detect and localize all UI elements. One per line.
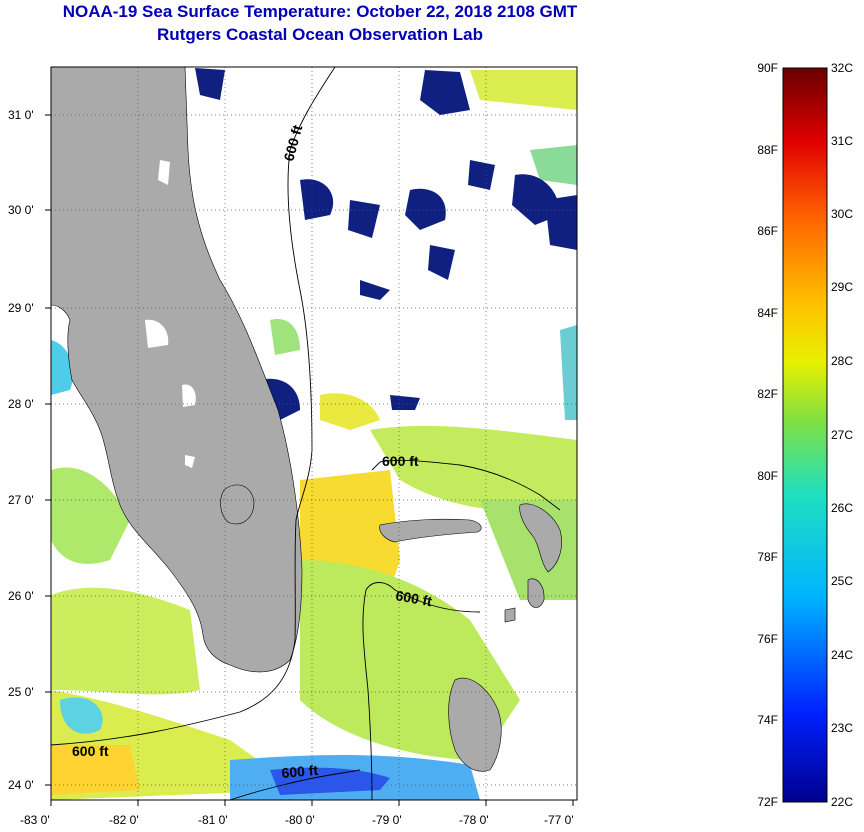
map-subtitle: Rutgers Coastal Ocean Observation Lab — [157, 25, 483, 44]
contour-label-keys: 600 ft — [72, 743, 109, 759]
lon-label: -79 0' — [372, 813, 402, 827]
c-label: 31C — [831, 134, 853, 148]
lat-label: 26 0' — [8, 589, 34, 603]
eleuthera-island — [527, 578, 545, 608]
lat-label: 31 0' — [8, 108, 34, 122]
lon-label: -82 0' — [109, 813, 139, 827]
c-label: 23C — [831, 721, 853, 735]
c-label: 28C — [831, 354, 853, 368]
lon-label: -80 0' — [285, 813, 315, 827]
berry-islands — [504, 607, 516, 623]
colorbar-gradient — [782, 67, 828, 803]
andros-island — [448, 677, 502, 772]
longitude-labels: -83 0' -82 0' -81 0' -80 0' -79 0' -78 0… — [20, 813, 574, 827]
lon-label: -83 0' — [20, 813, 50, 827]
lat-label: 25 0' — [8, 685, 34, 699]
f-label: 80F — [757, 469, 778, 483]
c-label: 22C — [831, 795, 853, 809]
c-label: 25C — [831, 574, 853, 588]
lat-label: 28 0' — [8, 397, 34, 411]
map-plot-area: 600 ft 600 ft 600 ft 600 ft 600 ft — [51, 67, 577, 800]
inland-cloud-spots — [145, 160, 196, 468]
lon-label: -77 0' — [544, 813, 574, 827]
c-label: 30C — [831, 207, 853, 221]
colorbar-fahrenheit-labels: 90F 88F 86F 84F 82F 80F 78F 76F 74F 72F — [757, 61, 778, 809]
contour-label-grand-bahama: 600 ft — [382, 453, 419, 469]
c-label: 32C — [831, 61, 853, 75]
lat-label: 24 0' — [8, 778, 34, 792]
isobath-contours — [51, 67, 561, 800]
f-label: 74F — [757, 713, 778, 727]
grand-bahama-island — [379, 518, 482, 543]
latitude-labels: 31 0' 30 0' 29 0' 28 0' 27 0' 26 0' 25 0… — [8, 108, 34, 792]
f-label: 72F — [757, 795, 778, 809]
temperature-colorbar: 90F 88F 86F 84F 82F 80F 78F 76F 74F 72F … — [757, 61, 853, 809]
f-label: 76F — [757, 632, 778, 646]
f-label: 86F — [757, 224, 778, 238]
lake-okeechobee — [220, 484, 255, 525]
c-label: 24C — [831, 648, 853, 662]
map-frame — [50, 66, 578, 801]
contour-label-bahamas-bank: 600 ft — [394, 587, 433, 609]
axis-ticks — [45, 114, 574, 806]
colorbar-celsius-labels: 32C 31C 30C 29C 28C 27C 26C 25C 24C 23C … — [831, 61, 853, 809]
c-label: 27C — [831, 428, 853, 442]
lat-label: 29 0' — [8, 301, 34, 315]
f-label: 84F — [757, 306, 778, 320]
f-label: 78F — [757, 550, 778, 564]
abaco-island — [519, 503, 562, 573]
c-label: 29C — [831, 280, 853, 294]
lon-label: -78 0' — [459, 813, 489, 827]
lon-label: -81 0' — [198, 813, 228, 827]
f-label: 82F — [757, 387, 778, 401]
contour-label-south: 600 ft — [281, 762, 319, 781]
map-title: NOAA-19 Sea Surface Temperature: October… — [62, 2, 578, 21]
f-label: 90F — [757, 61, 778, 75]
lat-label: 27 0' — [8, 493, 34, 507]
f-label: 88F — [757, 143, 778, 157]
lat-label: 30 0' — [8, 203, 34, 217]
sst-patches — [51, 70, 577, 800]
c-label: 26C — [831, 501, 853, 515]
